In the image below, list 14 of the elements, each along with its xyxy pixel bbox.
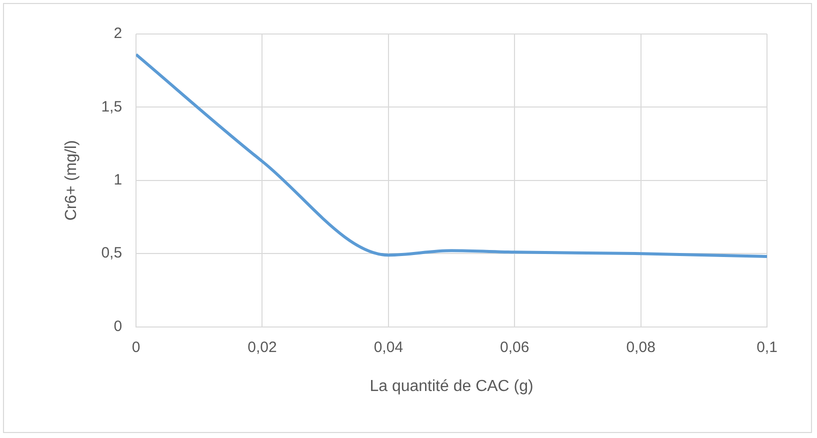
y-tick-label: 0 — [114, 318, 122, 335]
x-tick-label: 0,1 — [756, 338, 778, 356]
x-tick-label: 0,04 — [374, 338, 404, 356]
y-axis-title: Cr6+ (mg/l) — [63, 140, 80, 221]
y-tick-label: 0,5 — [101, 244, 122, 262]
x-tick-label: 0,02 — [248, 338, 277, 356]
y-tick-label: 1 — [114, 172, 122, 189]
x-tick-label: 0 — [132, 338, 140, 356]
x-tick-label: 0,06 — [500, 338, 530, 356]
x-axis-title: La quantité de CAC (g) — [370, 378, 534, 395]
line-series — [136, 52, 767, 258]
x-tick-label: 0,08 — [626, 338, 656, 356]
y-tick-label: 1,5 — [101, 98, 122, 116]
y-tick-label: 2 — [114, 25, 122, 42]
